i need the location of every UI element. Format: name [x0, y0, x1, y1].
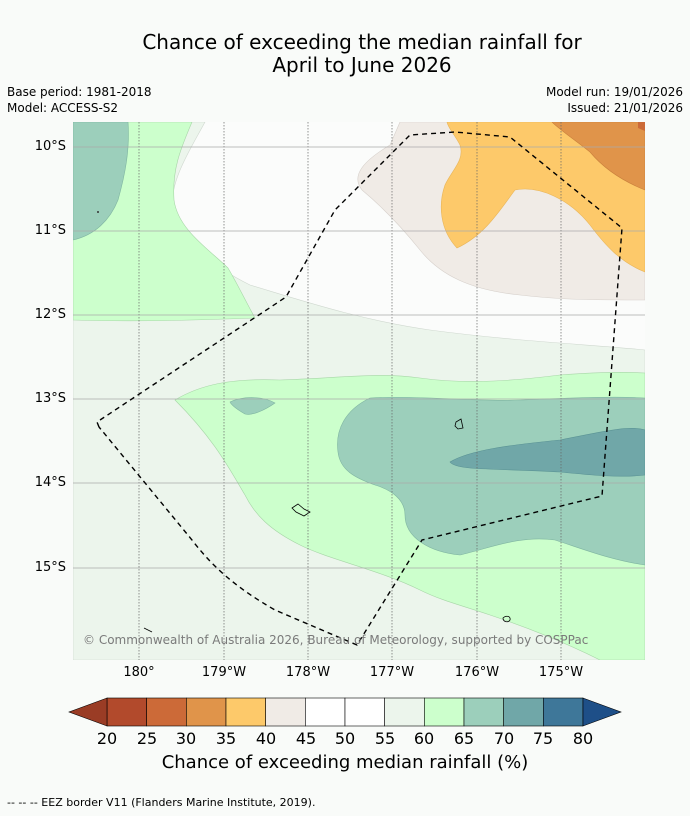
lon-label: 175°W — [538, 665, 584, 680]
colorbar-tick: 60 — [413, 729, 435, 748]
lat-label: 10°S — [34, 139, 66, 154]
issued-date: Issued: 21/01/2026 — [567, 101, 683, 115]
colorbar-tick: 50 — [334, 729, 356, 748]
colorbar-title: Chance of exceeding median rainfall (%) — [161, 752, 529, 773]
lat-label: 15°S — [34, 560, 66, 575]
lon-label: 176°W — [454, 665, 500, 680]
meta-left: Base period: 1981-2018 Model: ACCESS-S2 — [7, 84, 152, 116]
colorbar-bin — [106, 697, 147, 727]
lat-label: 12°S — [34, 307, 66, 322]
title-line-2: April to June 2026 — [272, 53, 452, 77]
colorbar-over-arrow — [582, 697, 622, 727]
lon-label: 179°W — [201, 665, 247, 680]
colorbar-bin — [146, 697, 187, 727]
colorbar-bin — [543, 697, 584, 727]
region-65-70-northwest — [73, 122, 129, 241]
lat-label: 13°S — [34, 391, 66, 406]
lat-label: 11°S — [34, 223, 66, 238]
colorbar-bin — [503, 697, 544, 727]
island-outline — [291, 503, 311, 517]
title-line-1: Chance of exceeding the median rainfall … — [142, 30, 582, 54]
colorbar-bin — [225, 697, 266, 727]
colorbar-tick: 40 — [255, 729, 277, 748]
region-25-30 — [638, 122, 645, 131]
colorbar-bin — [384, 697, 425, 727]
model-run: Model run: 19/01/2026 — [545, 85, 683, 99]
base-period: Base period: 1981-2018 — [7, 85, 152, 99]
eez-border — [96, 131, 623, 646]
colorbar-tick: 80 — [572, 729, 594, 748]
region-70-75 — [449, 428, 645, 477]
colorbar-tick: 20 — [96, 729, 118, 748]
colorbar-tick: 45 — [295, 729, 317, 748]
lon-label: 178°W — [285, 665, 331, 680]
island-outline — [502, 615, 511, 623]
colorbar-tick: 30 — [175, 729, 197, 748]
lat-label: 14°S — [34, 475, 66, 490]
colorbar-bin — [186, 697, 227, 727]
graticule — [138, 122, 562, 660]
colorbar-tick: 65 — [453, 729, 475, 748]
colorbar-bin — [424, 697, 465, 727]
map-title: Chance of exceeding the median rainfall … — [0, 31, 690, 77]
lon-label: 180° — [123, 665, 155, 680]
colorbar-bin — [265, 697, 306, 727]
island-dot — [97, 211, 99, 213]
colorbar-tick: 25 — [136, 729, 158, 748]
region-30-35 — [551, 122, 645, 191]
lon-label: 177°W — [369, 665, 415, 680]
model-name: Model: ACCESS-S2 — [7, 101, 119, 115]
copyright-notice: © Commonwealth of Australia 2026, Bureau… — [83, 633, 589, 647]
colorbar-tick: 35 — [215, 729, 237, 748]
region-65-70-patch — [229, 397, 276, 415]
colorbar-under-arrow — [68, 697, 108, 727]
meta-right: Model run: 19/01/2026 Issued: 21/01/2026 — [546, 84, 683, 116]
colorbar-tick: 75 — [532, 729, 554, 748]
colorbar-tick: 70 — [493, 729, 515, 748]
island-outline — [454, 418, 464, 430]
colorbar — [68, 697, 622, 727]
colorbar-tick: 55 — [374, 729, 396, 748]
colorbar-bin — [344, 697, 385, 727]
colorbar-bin — [305, 697, 346, 727]
eez-legend-note: -- -- -- EEZ border V11 (Flanders Marine… — [7, 796, 316, 809]
colorbar-bin — [463, 697, 504, 727]
